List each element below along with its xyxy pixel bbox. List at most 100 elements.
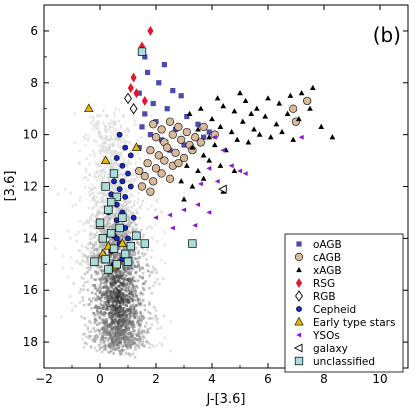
data-point (201, 134, 207, 140)
density-cell (125, 293, 128, 297)
density-cell (128, 317, 131, 321)
data-point (228, 128, 235, 135)
density-cell (128, 219, 131, 222)
density-cell (131, 352, 135, 356)
data-point (220, 147, 226, 153)
density-cell (160, 326, 163, 329)
density-cell (162, 277, 165, 280)
density-cell (136, 201, 140, 204)
density-cell (136, 318, 140, 322)
density-cell (126, 277, 130, 281)
data-point (267, 134, 274, 140)
density-cell (89, 115, 92, 119)
density-cell (93, 278, 96, 281)
data-point (157, 169, 166, 178)
density-cell (146, 178, 150, 182)
density-cell (98, 173, 101, 176)
density-cell (128, 353, 132, 357)
density-cell (95, 333, 98, 337)
density-cell (101, 269, 104, 272)
data-point (167, 212, 173, 218)
density-cell (135, 293, 138, 297)
data-point (119, 162, 126, 169)
density-cell (130, 321, 134, 324)
density-cell (90, 274, 93, 277)
density-cell (82, 277, 85, 280)
density-cell (117, 294, 121, 298)
density-cell (142, 316, 146, 319)
density-cell (117, 337, 120, 340)
density-cell (94, 264, 97, 268)
density-cell (124, 274, 128, 277)
density-cell (107, 148, 111, 152)
density-cell (113, 130, 116, 133)
density-cell (97, 176, 101, 180)
data-point (113, 155, 120, 161)
density-cell (89, 335, 92, 338)
density-cell (126, 179, 130, 183)
density-cell (102, 210, 105, 214)
density-cell (77, 249, 80, 252)
data-point (214, 95, 221, 101)
density-cell (81, 255, 85, 258)
density-cell (108, 221, 112, 225)
density-cell (125, 212, 129, 215)
density-cell (122, 332, 126, 335)
density-cell (106, 294, 109, 298)
density-cell (124, 239, 127, 242)
density-cell (98, 242, 102, 245)
density-cell (103, 175, 106, 178)
density-cell (121, 261, 124, 264)
density-cell (120, 208, 123, 211)
density-cell (126, 347, 129, 350)
density-cell (98, 183, 102, 186)
density-cell (84, 176, 88, 179)
density-cell (134, 223, 138, 227)
density-cell (122, 348, 126, 352)
density-cell (132, 342, 135, 346)
density-cell (117, 284, 120, 288)
density-cell (101, 318, 104, 321)
density-cell (133, 203, 136, 206)
density-cell (111, 339, 114, 342)
density-cell (138, 301, 141, 305)
density-cell (96, 120, 100, 123)
density-cell (109, 157, 113, 161)
density-cell (128, 250, 132, 253)
density-cell (135, 294, 138, 298)
density-cell (125, 201, 129, 205)
density-cell (97, 127, 100, 130)
density-cell (90, 291, 94, 294)
density-cell (92, 233, 96, 236)
density-cell (105, 200, 109, 204)
density-cell (103, 311, 106, 315)
density-cell (155, 271, 158, 274)
density-cell (86, 247, 89, 250)
density-cell (130, 335, 133, 338)
density-cell (124, 204, 128, 208)
density-cell (126, 286, 130, 290)
density-cell (118, 305, 122, 308)
density-cell (154, 309, 158, 312)
density-cell (122, 318, 126, 322)
density-cell (116, 280, 119, 283)
data-point (109, 244, 119, 253)
density-cell (117, 120, 121, 123)
density-cell (104, 218, 107, 221)
density-cell (139, 136, 142, 139)
density-cell (103, 318, 106, 322)
density-cell (123, 130, 127, 133)
density-cell (118, 318, 121, 322)
density-cell (96, 310, 99, 313)
density-cell (121, 285, 125, 288)
density-cell (95, 203, 98, 206)
density-cell (149, 317, 152, 320)
density-cell (97, 209, 101, 212)
density-cell (93, 286, 97, 290)
density-cell (93, 256, 96, 259)
density-cell (128, 340, 132, 343)
density-cell (93, 186, 97, 190)
density-cell (106, 262, 110, 266)
density-cell (95, 179, 99, 183)
density-cell (94, 292, 97, 296)
